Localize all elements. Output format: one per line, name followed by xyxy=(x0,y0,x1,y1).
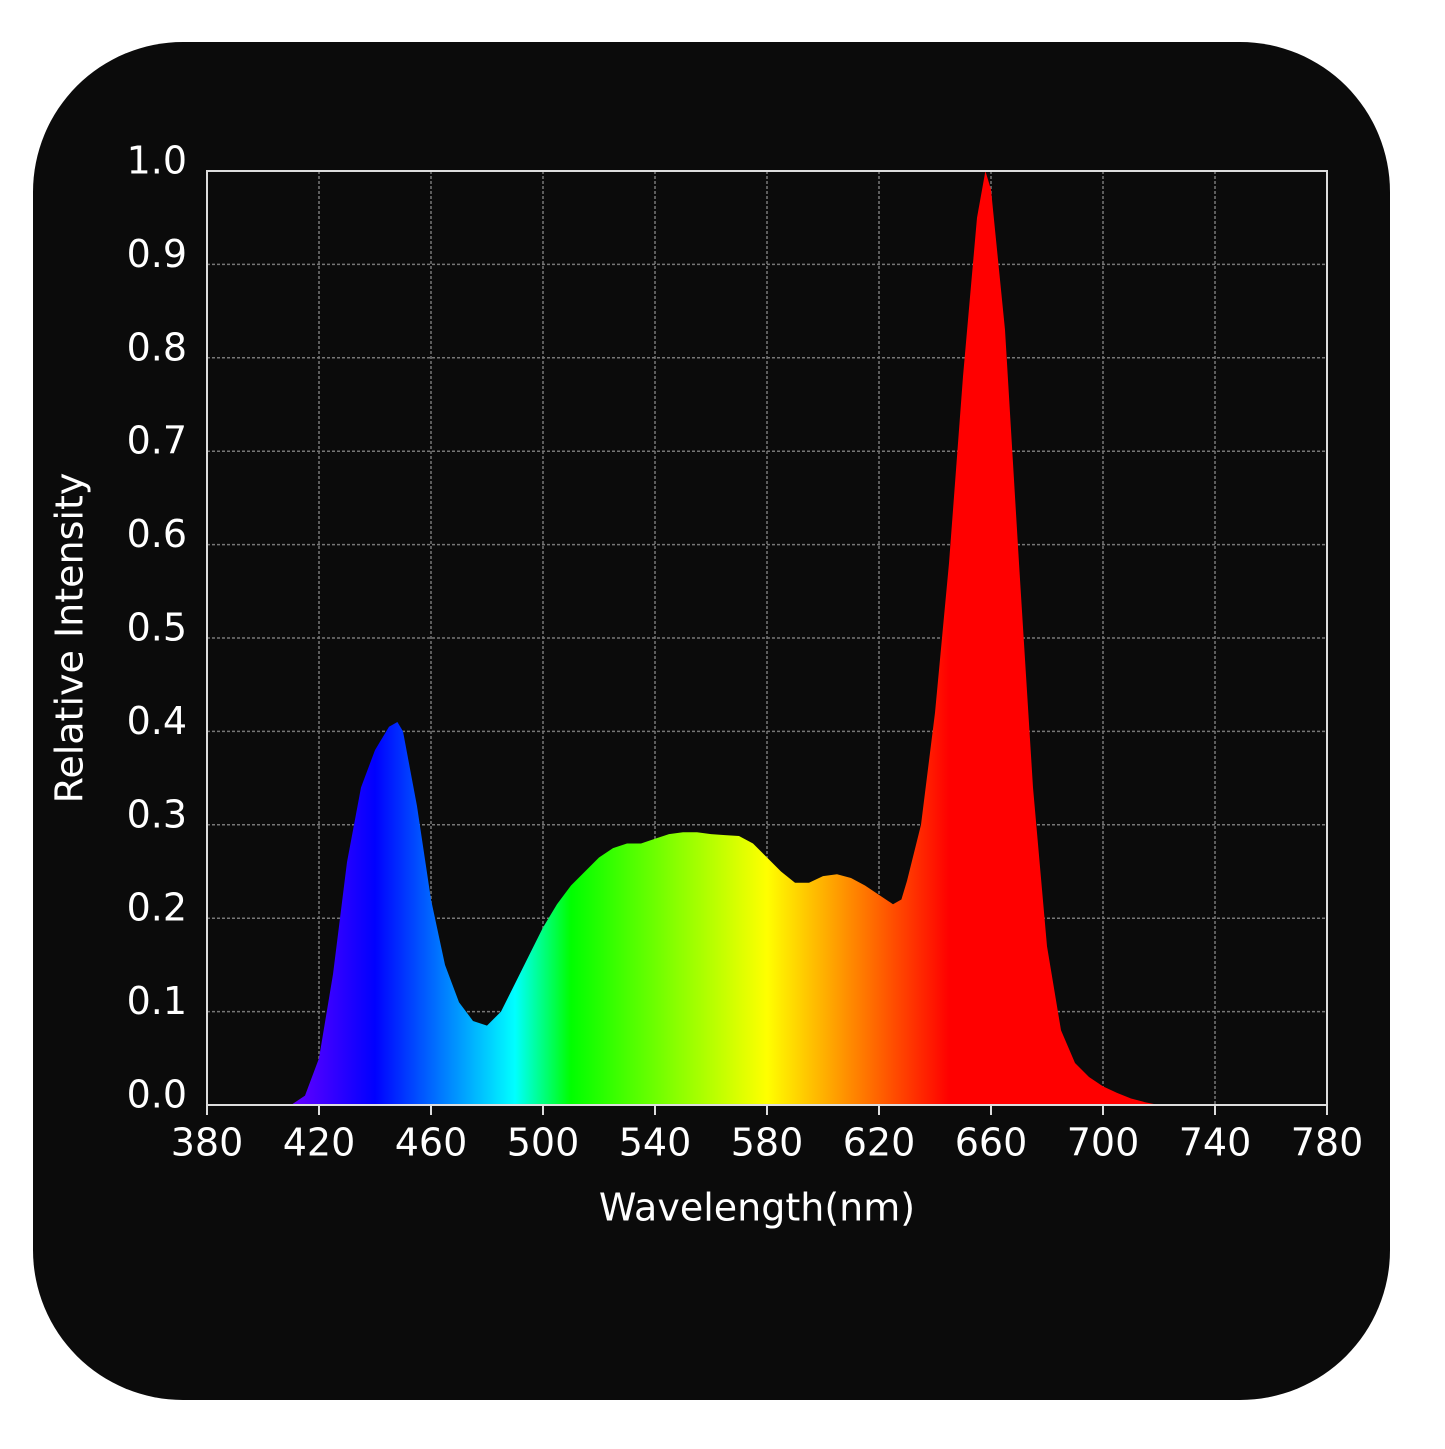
y-tick-label: 0.5 xyxy=(127,606,187,650)
x-tick-label: 660 xyxy=(955,1121,1028,1165)
y-axis-label: Relative Intensity xyxy=(48,473,92,804)
y-tick-label: 0.4 xyxy=(127,699,187,743)
x-tick-label: 620 xyxy=(843,1121,916,1165)
x-tick-label: 540 xyxy=(619,1121,692,1165)
y-tick-label: 0.2 xyxy=(127,886,187,930)
x-tick-label: 740 xyxy=(1179,1121,1252,1165)
x-tick-label: 580 xyxy=(731,1121,804,1165)
y-tick-label: 0.3 xyxy=(127,792,187,836)
x-tick-label: 780 xyxy=(1291,1121,1364,1165)
x-tick-label: 500 xyxy=(507,1121,580,1165)
x-tick-label: 380 xyxy=(171,1121,244,1165)
y-tick-label: 1.0 xyxy=(127,139,187,183)
y-tick-label: 0.7 xyxy=(127,419,187,463)
spectrum-area xyxy=(291,171,1159,1105)
x-axis-label: Wavelength(nm) xyxy=(599,1186,915,1230)
y-tick-label: 0.9 xyxy=(127,232,187,276)
x-tick-label: 460 xyxy=(395,1121,468,1165)
x-tick-label: 420 xyxy=(283,1121,356,1165)
y-tick-label: 0.8 xyxy=(127,325,187,369)
y-tick-label: 0.0 xyxy=(127,1073,187,1117)
y-tick-label: 0.6 xyxy=(127,512,187,556)
x-tick-label: 700 xyxy=(1067,1121,1140,1165)
y-tick-label: 0.1 xyxy=(127,979,187,1023)
